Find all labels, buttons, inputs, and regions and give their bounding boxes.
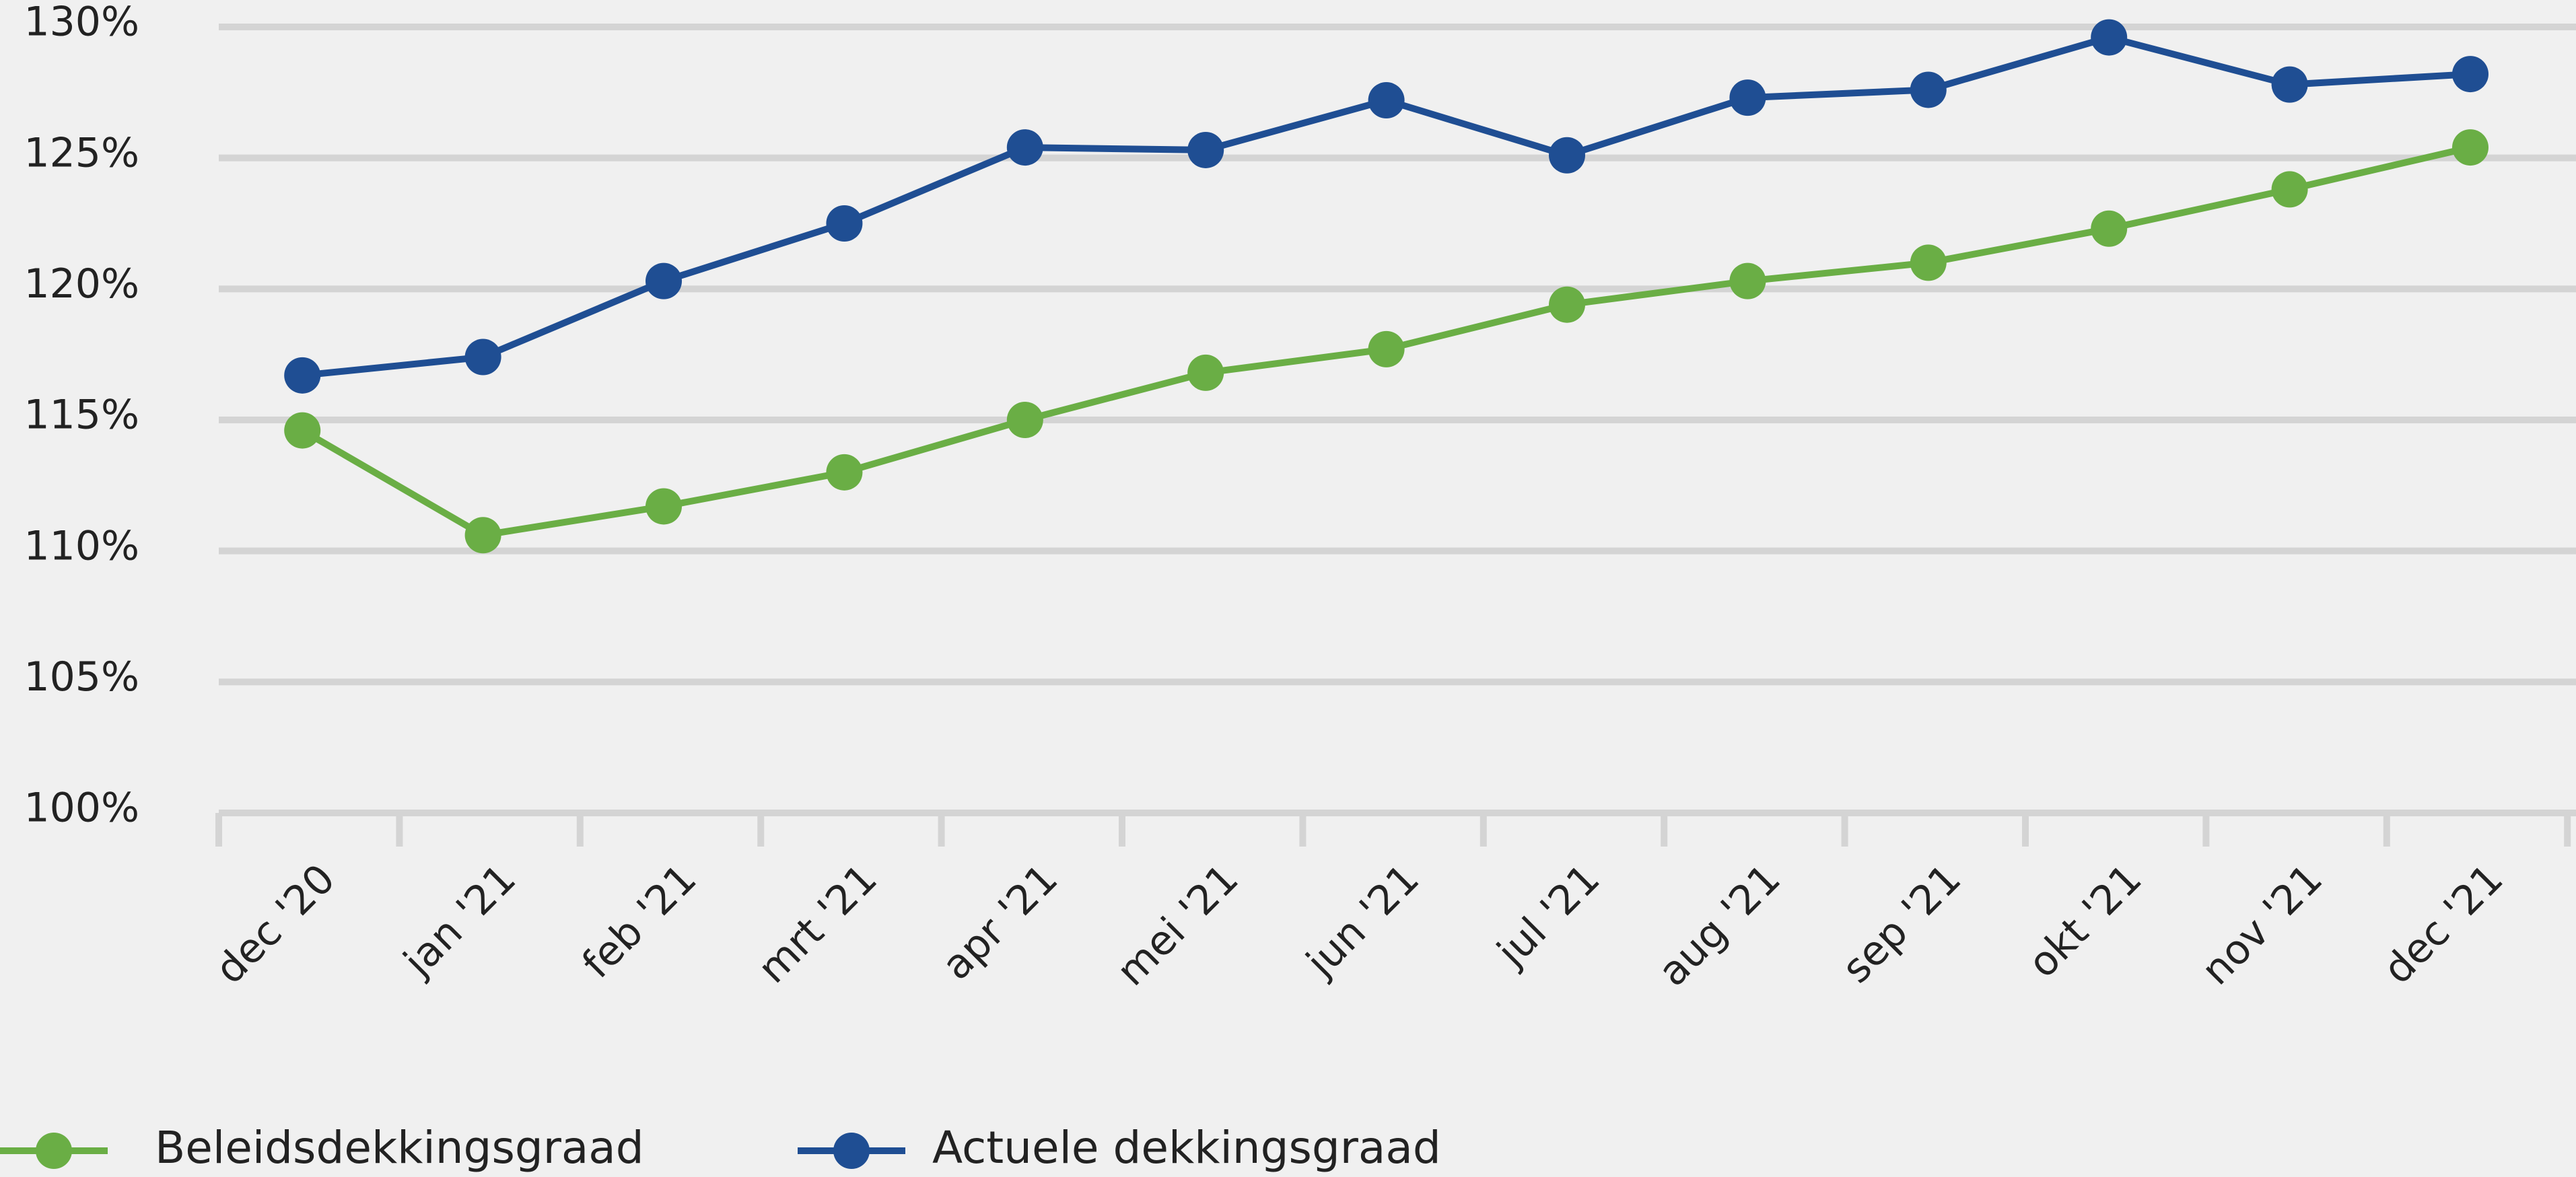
data-point	[826, 454, 863, 491]
y-tick-label: 100%	[24, 785, 139, 832]
y-tick-label: 125%	[24, 129, 139, 176]
data-point	[2091, 210, 2128, 247]
data-point	[2271, 66, 2308, 103]
data-point	[464, 338, 501, 376]
data-point	[1368, 330, 1405, 367]
data-point	[464, 517, 501, 554]
y-tick-label: 120%	[24, 260, 139, 308]
data-point	[646, 488, 682, 525]
y-tick-label: 130%	[24, 0, 139, 46]
data-point	[1006, 402, 1043, 438]
data-point	[826, 205, 863, 242]
legend-label: Beleidsdekkingsgraad	[155, 1122, 644, 1174]
data-point	[2271, 171, 2308, 208]
data-point	[284, 412, 321, 449]
data-point	[1187, 354, 1224, 391]
y-tick-label: 110%	[24, 522, 139, 569]
y-tick-label: 115%	[24, 392, 139, 439]
data-point	[2452, 129, 2488, 166]
data-point	[2452, 56, 2488, 93]
data-point	[646, 262, 682, 299]
data-point	[1549, 137, 1585, 174]
data-point	[1910, 71, 1947, 108]
legend-label: Actuele dekkingsgraad	[932, 1122, 1441, 1174]
data-point	[1549, 286, 1585, 323]
legend-marker	[833, 1133, 870, 1169]
data-point	[1910, 244, 1947, 281]
data-point	[284, 357, 321, 394]
data-point	[2091, 19, 2128, 56]
data-point	[1729, 79, 1766, 116]
y-tick-label: 105%	[24, 653, 139, 701]
data-point	[1368, 82, 1405, 119]
data-point	[1187, 131, 1224, 168]
data-point	[1006, 129, 1043, 166]
data-point	[1729, 262, 1766, 299]
legend-marker	[36, 1133, 72, 1169]
